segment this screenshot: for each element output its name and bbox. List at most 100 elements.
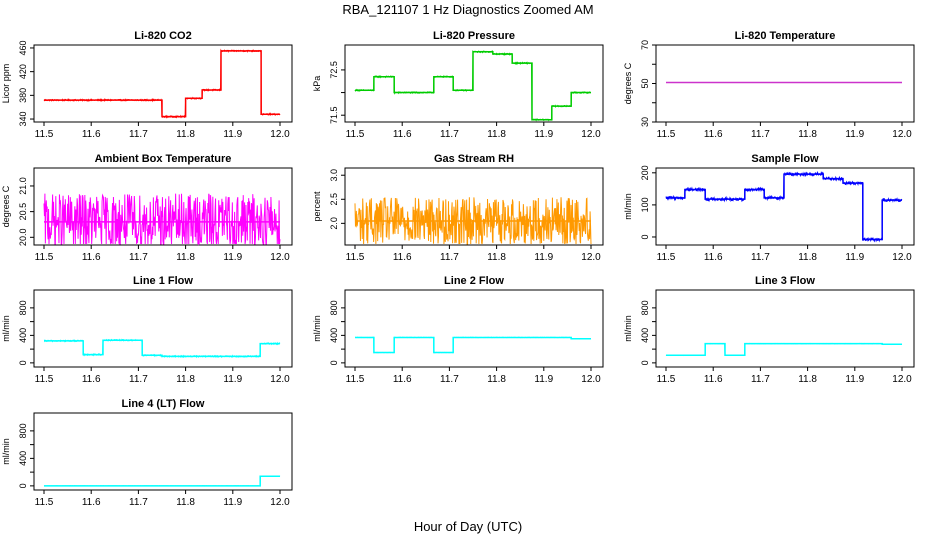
x-tick-label: 11.7 xyxy=(751,252,770,263)
x-tick-label: 11.5 xyxy=(35,129,54,140)
panel-9: Line 3 Flow ml/min 11.5 11.6 11.7 11.8 11.9 12.… xyxy=(623,275,915,385)
x-tick-label: 12.0 xyxy=(581,129,601,140)
series-noise-line xyxy=(354,49,592,122)
y-tick-label: 30 xyxy=(640,117,650,127)
x-tick-label: 12.0 xyxy=(270,129,290,140)
y-tick-label: 0 xyxy=(329,360,339,365)
x-tick-label: 11.5 xyxy=(35,252,54,263)
series-noise-line xyxy=(665,342,903,357)
y-tick-label: 800 xyxy=(18,423,28,438)
x-tick-label: 11.8 xyxy=(176,497,195,508)
x-tick-label: 11.7 xyxy=(129,252,148,263)
panel-title: Li-820 CO2 xyxy=(134,30,191,42)
y-tick-label: 21.0 xyxy=(18,177,28,195)
x-tick-label: 11.5 xyxy=(346,252,365,263)
x-tick-label: 11.9 xyxy=(223,497,242,508)
y-tick-label: 800 xyxy=(18,300,28,315)
x-tick-label: 12.0 xyxy=(892,374,912,385)
panel-6: Sample Flow ml/min 11.5 11.6 11.7 11.8 11.9 12.… xyxy=(623,153,915,263)
panel-7: Line 1 Flow ml/min 11.5 11.6 11.7 11.8 11.9 12.… xyxy=(1,275,293,385)
x-tick-label: 12.0 xyxy=(581,374,601,385)
x-tick-label: 11.8 xyxy=(176,252,195,263)
y-tick-label: 50 xyxy=(640,78,650,88)
panel-title: Line 4 (LT) Flow xyxy=(122,398,205,410)
y-tick-label: 71.5 xyxy=(329,106,339,124)
x-tick-label: 11.6 xyxy=(704,374,723,385)
x-tick-label: 11.9 xyxy=(223,252,242,263)
x-tick-label: 11.6 xyxy=(704,129,723,140)
x-tick-label: 11.6 xyxy=(82,374,101,385)
x-tick-label: 11.8 xyxy=(798,374,817,385)
y-tick-label: 340 xyxy=(18,112,28,127)
x-tick-label: 11.9 xyxy=(223,374,242,385)
x-tick-label: 11.9 xyxy=(534,129,553,140)
series-noise-line xyxy=(354,197,592,245)
x-tick-label: 11.5 xyxy=(35,497,54,508)
y-axis-label: degrees C xyxy=(623,62,633,104)
x-tick-label: 11.9 xyxy=(534,374,553,385)
y-tick-label: 20.0 xyxy=(18,229,28,247)
plot-frame xyxy=(344,44,604,123)
panel-5: Gas Stream RH percent 11.5 11.6 11.7 11.8 11.9… xyxy=(312,153,604,263)
y-axis-label: Licor ppm xyxy=(1,64,11,104)
panel-title: Line 3 Flow xyxy=(755,275,815,287)
x-tick-label: 11.6 xyxy=(82,497,101,508)
x-tick-label: 12.0 xyxy=(892,129,912,140)
panel-10: Line 4 (LT) Flow ml/min 11.5 11.6 11.7 11.8 11… xyxy=(1,398,293,508)
plot-frame xyxy=(33,44,293,123)
panel-3: Li-820 Temperature degrees C 11.5 11.6 11.7 1… xyxy=(623,30,915,140)
x-tick-label: 11.6 xyxy=(82,129,101,140)
y-tick-label: 0 xyxy=(640,360,650,365)
x-tick-label: 11.7 xyxy=(129,129,148,140)
series-noise-line xyxy=(43,48,281,119)
figure-x-axis-label: Hour of Day (UTC) xyxy=(414,519,522,534)
x-tick-label: 11.7 xyxy=(129,497,148,508)
x-tick-label: 11.7 xyxy=(440,374,459,385)
panel-2: Li-820 Pressure kPa 11.5 11.6 11.7 11.8 11.9 12… xyxy=(312,30,604,140)
y-tick-label: 400 xyxy=(18,451,28,466)
plot-frame xyxy=(344,167,604,246)
y-tick-label: 400 xyxy=(329,328,339,343)
series-noise-line xyxy=(665,170,903,243)
x-tick-label: 11.6 xyxy=(393,374,412,385)
x-tick-label: 11.5 xyxy=(346,374,365,385)
y-axis-label: percent xyxy=(312,191,322,222)
y-tick-label: 3.0 xyxy=(329,169,339,182)
y-tick-label: 420 xyxy=(18,64,28,79)
plot-frame xyxy=(655,289,915,368)
plot-frame xyxy=(33,167,293,246)
y-tick-label: 70 xyxy=(640,40,650,50)
plot-frame xyxy=(655,167,915,246)
x-tick-label: 11.5 xyxy=(657,129,676,140)
panels-group: Li-820 CO2 Licor ppm 11.5 11.6 11.7 11.8 11.9 1… xyxy=(1,30,915,508)
x-tick-label: 11.9 xyxy=(845,374,864,385)
x-tick-label: 11.8 xyxy=(487,129,506,140)
y-axis-label: ml/min xyxy=(1,315,11,342)
x-tick-label: 11.9 xyxy=(845,129,864,140)
series-step-line xyxy=(355,336,591,354)
y-tick-label: 0 xyxy=(640,234,650,239)
y-tick-label: 800 xyxy=(640,300,650,315)
x-tick-label: 11.5 xyxy=(346,129,365,140)
y-tick-label: 2.0 xyxy=(329,217,339,230)
series-step-line xyxy=(44,475,280,487)
panel-8: Line 2 Flow ml/min 11.5 11.6 11.7 11.8 11.9 12.… xyxy=(312,275,604,385)
y-axis-label: ml/min xyxy=(312,315,322,342)
figure-title: RBA_121107 1 Hz Diagnostics Zoomed AM xyxy=(342,2,593,17)
x-tick-label: 11.7 xyxy=(751,129,770,140)
x-tick-label: 11.8 xyxy=(798,129,817,140)
y-tick-label: 2.5 xyxy=(329,193,339,206)
y-axis-label: ml/min xyxy=(623,315,633,342)
panel-title: Li-820 Pressure xyxy=(433,30,515,42)
x-tick-label: 12.0 xyxy=(270,374,290,385)
series-noise-line xyxy=(43,193,281,246)
series-step-line xyxy=(44,339,280,358)
x-tick-label: 11.8 xyxy=(176,129,195,140)
series-noise-line xyxy=(43,338,281,359)
panel-1: Li-820 CO2 Licor ppm 11.5 11.6 11.7 11.8 11.9 1… xyxy=(1,30,293,140)
y-tick-label: 72.5 xyxy=(329,61,339,79)
x-tick-label: 11.9 xyxy=(534,252,553,263)
series-noise-line xyxy=(354,336,592,354)
y-axis-label: degrees C xyxy=(1,185,11,227)
